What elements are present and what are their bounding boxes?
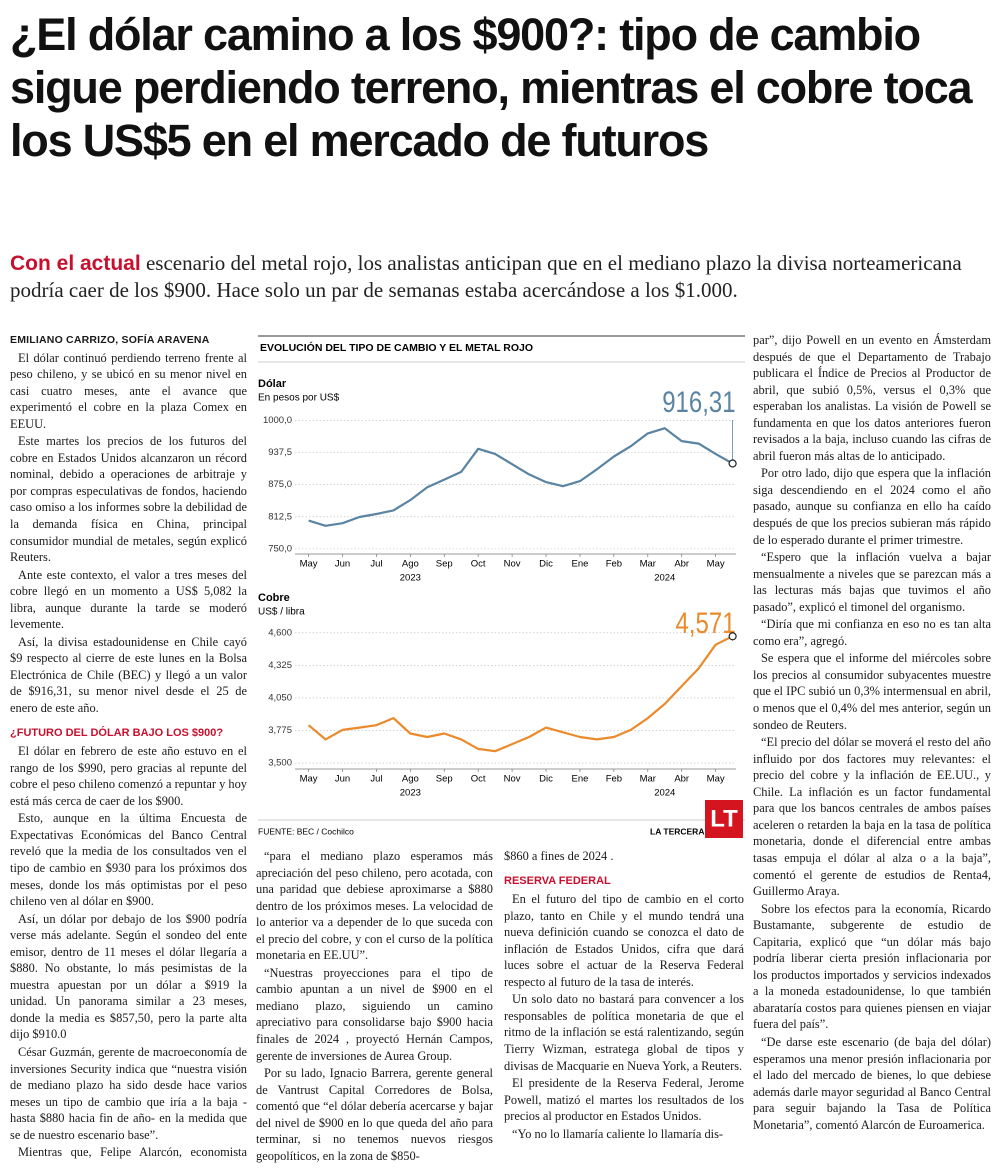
y-tick-label: 812,5 [268, 511, 292, 522]
data-line [307, 635, 734, 753]
end-point [728, 632, 737, 641]
x-tick-label: May [300, 559, 318, 570]
x-tick-label: Jun [335, 559, 350, 570]
paragraph: Esto, aunque en la última Encuesta de Ex… [10, 811, 247, 909]
paragraph: Por su lado, Ignacio Barrera, gerente ge… [256, 1066, 493, 1163]
x-tick-label: Mar [640, 559, 656, 570]
paragraph: “para el mediano plazo esperamos más apr… [256, 849, 493, 963]
x-tick-label: Abr [674, 774, 689, 785]
x-tick-label: Sep [436, 774, 453, 785]
paragraph: Mientras que, Felipe Alarcón, economista… [10, 1145, 247, 1162]
figure-source: FUENTE: BEC / Cochilco [258, 826, 354, 836]
figure-brand: LA TERCERA [650, 826, 704, 836]
x-tick-label: May [300, 774, 318, 785]
x-tick-label: Oct [471, 774, 486, 785]
x-tick-label: Ago [402, 559, 419, 570]
year-label: 2024 [654, 788, 675, 799]
value-label: 916,31 [662, 384, 735, 418]
column: “para el mediano plazo esperamos más apr… [256, 848, 493, 1164]
y-tick-label: 3,500 [268, 758, 292, 769]
paragraph: El dólar en febrero de este año estuvo e… [10, 744, 247, 808]
x-tick-label: Ago [402, 774, 419, 785]
x-tick-label: Ene [572, 559, 589, 570]
paragraph: En el futuro del tipo de cambio en el co… [504, 892, 744, 989]
logo-box [705, 800, 743, 838]
x-tick-label: Dic [539, 774, 553, 785]
paragraph: $860 a fines de 2024 . [504, 849, 614, 863]
x-tick-label: Ene [572, 774, 589, 785]
y-tick-label: 875,0 [268, 479, 292, 490]
x-tick-label: Sep [436, 559, 453, 570]
headline: ¿El dólar camino a los $900?: tipo de ca… [10, 9, 973, 166]
deck-lead: Con el actual [10, 252, 141, 275]
paragraph: “El precio del dólar se moverá el resto … [753, 735, 991, 899]
end-point [728, 459, 737, 468]
paragraph: Este martes los precios de los futuros d… [10, 434, 247, 565]
year-label: 2024 [654, 573, 675, 584]
paragraph: César Guzmán, gerente de macroeconomía d… [10, 1044, 247, 1142]
x-tick-label: Jun [335, 774, 350, 785]
chart-title: Dólar [258, 378, 287, 390]
paragraph: Se espera que el informe del miércoles s… [753, 651, 991, 732]
chart-title: Cobre [258, 592, 290, 604]
x-tick-label: Nov [504, 774, 521, 785]
figure-title: EVOLUCIÓN DEL TIPO DE CAMBIO Y EL METAL … [260, 341, 533, 354]
column: $860 a fines de 2024 . RESERVA FEDERAL E… [504, 848, 744, 1164]
paragraph: El dólar continuó perdiendo terreno fren… [10, 350, 247, 431]
year-label: 2023 [400, 573, 421, 584]
subhead: ¿FUTURO DEL DÓLAR BAJO LOS $900? [10, 726, 224, 739]
paragraph: Sobre los efectos para la economía, Rica… [753, 901, 991, 1032]
x-tick-label: Nov [504, 559, 521, 570]
paragraph: “Yo no lo llamaría caliente lo llamaría … [512, 1126, 724, 1141]
paragraph: “Diría que mi confianza en eso no es tan… [753, 617, 991, 648]
x-tick-label: Feb [606, 559, 622, 570]
paragraph: El presidente de la Reserva Federal, Jer… [504, 1076, 744, 1124]
x-tick-label: Abr [674, 559, 689, 570]
paragraph: “Espero que la inflación vuelva a bajar … [753, 550, 991, 614]
chart-subtitle: En pesos por US$ [258, 393, 340, 404]
x-tick-label: Feb [606, 774, 622, 785]
paragraph: par”, dijo Powell en un evento en Ámster… [753, 333, 991, 463]
paragraph: Ante este contexto, el valor a tres mese… [10, 567, 247, 632]
y-tick-label: 3,775 [268, 725, 292, 736]
subhead: RESERVA FEDERAL [504, 874, 611, 887]
deck-text: escenario del metal rojo, los analistas … [10, 251, 962, 302]
x-tick-label: Oct [471, 559, 486, 570]
paragraph: Así, la divisa estadounidense en Chile c… [10, 634, 247, 716]
x-tick-label: May [707, 774, 725, 785]
x-tick-label: May [707, 559, 725, 570]
paragraph: “De darse este escenario (de baja del dó… [753, 1034, 991, 1132]
byline: EMILIANO CARRIZO, SOFÍA ARAVENA [10, 334, 210, 346]
logo-text: LT [710, 805, 738, 832]
x-tick-label: Jul [370, 559, 382, 570]
column: par”, dijo Powell en un evento en Ámster… [753, 332, 991, 1162]
column: EMILIANO CARRIZO, SOFÍA ARAVENA El dólar… [10, 332, 247, 1162]
value-label: 4,571 [676, 605, 736, 639]
x-tick-label: Jul [370, 774, 382, 785]
y-tick-label: 4,325 [268, 660, 292, 671]
paragraph: Por otro lado, dijo que espera que la in… [753, 466, 991, 547]
deck: Con el actual escenario del metal rojo, … [10, 250, 995, 304]
paragraph: Así, un dólar por debajo de los $900 pod… [10, 911, 247, 1042]
y-tick-label: 750,0 [268, 543, 292, 554]
paragraph: “Nuestras proyecciones para el tipo de c… [256, 965, 493, 1063]
y-tick-label: 1000,0 [263, 415, 292, 426]
y-tick-label: 4,050 [268, 692, 292, 703]
y-tick-label: 937,5 [268, 447, 292, 458]
x-tick-label: Mar [640, 774, 656, 785]
y-tick-label: 4,600 [268, 627, 292, 638]
chart-subtitle: US$ / libra [258, 607, 305, 618]
paragraph: Un solo dato no bastará para convencer a… [504, 992, 744, 1073]
x-tick-label: Dic [539, 559, 553, 570]
year-label: 2023 [400, 788, 421, 799]
data-line [308, 427, 734, 527]
